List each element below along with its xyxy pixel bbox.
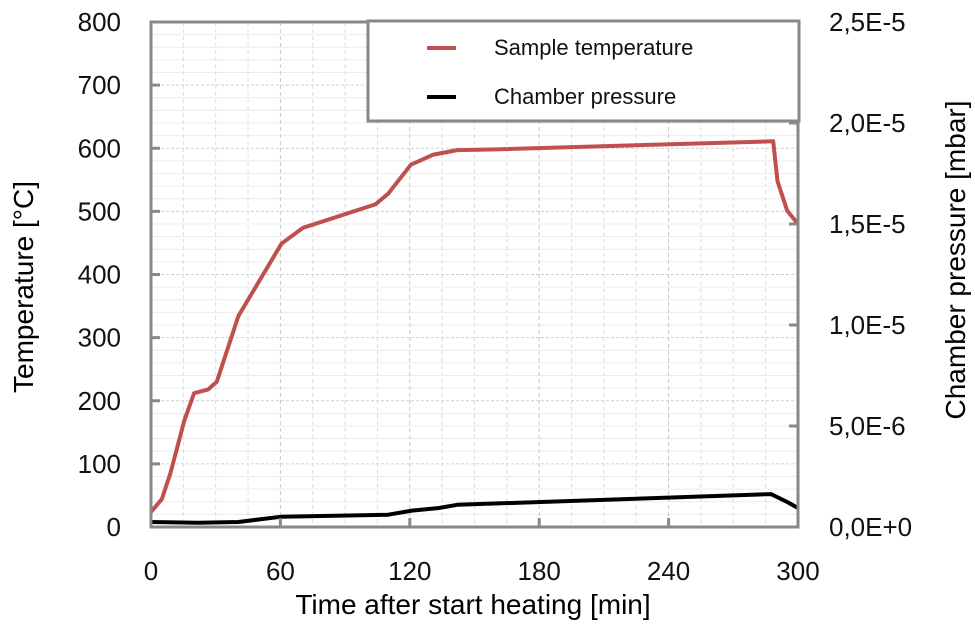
x-tick-label: 240 [647,556,690,586]
legend-label-temperature: Sample temperature [494,35,693,60]
series-layer [149,139,800,525]
y2-tick-label: 2,0E-5 [829,108,906,138]
y2-tick-label: 2,5E-5 [829,7,906,37]
y-axis-title: Temperature [°C] [8,181,39,393]
y-tick-label: 300 [78,323,121,353]
y-tick-label: 400 [78,260,121,290]
y2-tick-label: 0,0E+0 [829,512,912,542]
x-tick-label: 60 [266,556,295,586]
legend: Sample temperature Chamber pressure [366,19,801,123]
grid [151,22,798,527]
y2-axis-title: Chamber pressure [mbar] [940,100,971,419]
y-tick-label: 800 [78,7,121,37]
y2-tick-label: 1,5E-5 [829,209,906,239]
legend-box [366,19,801,123]
x-tick-label: 300 [776,556,819,586]
series-line-chamber-pressure [150,492,799,525]
y2-tick-label: 1,0E-5 [829,310,906,340]
x-tick-label: 120 [388,556,431,586]
series-line-sample-temperature [149,139,800,514]
y-tick-label: 600 [78,133,121,163]
x-tick-label: 180 [518,556,561,586]
x-axis-title: Time after start heating [min] [295,589,650,620]
legend-label-pressure: Chamber pressure [494,84,676,109]
y-tick-label: 200 [78,386,121,416]
y2-tick-label: 5,0E-6 [829,411,906,441]
y-tick-label: 0 [107,512,121,542]
tick-labels: 01002003004005006007008000,0E+05,0E-61,0… [78,7,913,586]
y-tick-label: 700 [78,70,121,100]
y-tick-label: 500 [78,196,121,226]
y-tick-label: 100 [78,449,121,479]
x-tick-label: 0 [144,556,158,586]
